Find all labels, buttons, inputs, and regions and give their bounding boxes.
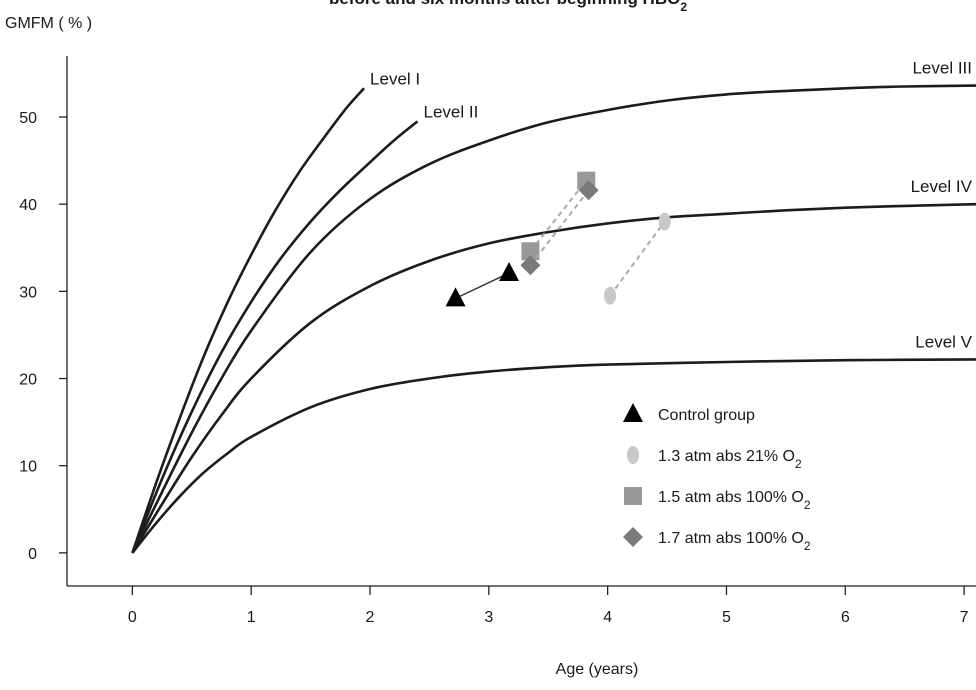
x-tick-label: 0 (128, 609, 137, 626)
legend-entry-4: 1.7 atm abs 100% O2 (658, 530, 811, 553)
series-2-point-2 (658, 212, 671, 231)
data-series (445, 171, 671, 307)
x-tick-label: 7 (960, 609, 969, 626)
level-label-2: Level II (424, 102, 479, 121)
x-tick-label: 3 (484, 609, 493, 626)
y-tick-label: 20 (19, 372, 37, 389)
series-2-point-1 (604, 286, 617, 305)
series-4-connector (529, 189, 590, 266)
y-tick-label: 40 (19, 197, 37, 214)
level-curve-5 (131, 358, 976, 554)
y-tick-label: 10 (19, 459, 37, 476)
series-4-point-1 (520, 255, 541, 276)
series-2-connector (609, 221, 666, 297)
level-label-1: Level I (370, 69, 420, 88)
y-tick-label: 50 (19, 110, 37, 127)
legend-entry-3: 1.5 atm abs 100% O2 (658, 489, 811, 512)
legend: Control group 1.3 atm abs 21% O2 1.5 atm a… (623, 403, 811, 553)
level-curve-1 (131, 87, 366, 554)
x-tick-label: 5 (722, 609, 731, 626)
x-axis-label: Age (years) (556, 661, 639, 678)
series-1-connector (455, 272, 510, 299)
chart-title: before and six months after beginning HB… (329, 0, 687, 14)
series-3-point-1 (521, 242, 540, 261)
level-label-5: Level V (915, 332, 972, 351)
y-axis-label: GMFM ( % ) (5, 15, 92, 32)
x-tick-label: 4 (603, 609, 612, 626)
level-curve-3 (131, 84, 976, 554)
series-1-point-2 (499, 262, 520, 282)
series-3-connector (529, 180, 588, 252)
level-curve-2 (131, 120, 419, 554)
level-label-4: Level IV (911, 177, 973, 196)
series-4-point-2 (578, 180, 599, 201)
series-1-point-1 (445, 287, 466, 307)
x-tick-label: 2 (366, 609, 375, 626)
axes: 0 10 20 30 40 50 0 1 2 3 4 5 6 7 (19, 56, 976, 626)
x-tick-label: 1 (247, 609, 256, 626)
y-tick-label: 0 (28, 546, 37, 563)
legend-marker-3 (624, 487, 642, 505)
x-tick-label: 6 (841, 609, 850, 626)
y-tick-label: 30 (19, 284, 37, 301)
legend-marker-4 (623, 527, 643, 547)
legend-marker-2 (627, 446, 639, 464)
level-curve-4 (131, 202, 976, 554)
legend-entry-1: Control group (658, 407, 755, 424)
legend-marker-1 (623, 403, 643, 422)
legend-entry-2: 1.3 atm abs 21% O2 (658, 448, 802, 471)
level-label-3: Level III (912, 59, 972, 78)
